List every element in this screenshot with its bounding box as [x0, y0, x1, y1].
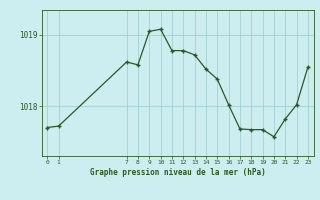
X-axis label: Graphe pression niveau de la mer (hPa): Graphe pression niveau de la mer (hPa) — [90, 168, 266, 177]
